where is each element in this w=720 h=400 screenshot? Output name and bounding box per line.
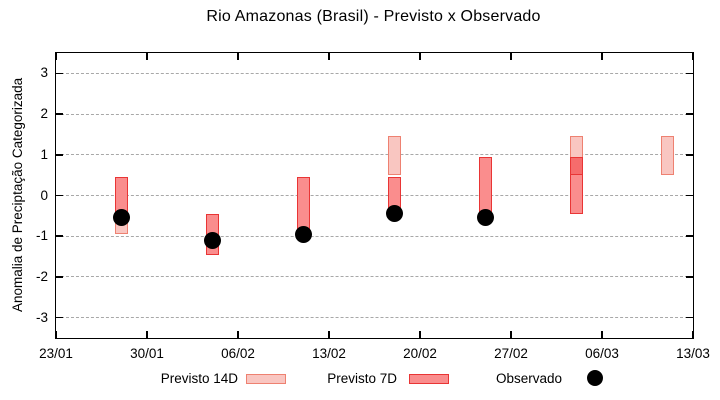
y-tick-mark (686, 276, 693, 278)
gridline (56, 154, 693, 156)
y-tick-mark (686, 316, 693, 319)
y-tick-label: 1 (40, 146, 48, 162)
y-tick-label: -1 (35, 228, 48, 244)
x-tick-mark (419, 331, 421, 338)
y-tick-mark (686, 154, 693, 156)
y-tick-mark (686, 194, 693, 197)
y-tick-mark (56, 316, 63, 319)
plot-area: 3 2 1 0 -1 -2 -3 23/01 30/01 06/02 13/02 20/02 27/02… (36, 52, 710, 361)
y-tick-label: -3 (35, 309, 48, 325)
x-tick-mark (692, 331, 694, 338)
previsto-overlap-segment (569, 156, 583, 176)
y-tick-mark (686, 113, 693, 115)
x-tick-mark (510, 53, 512, 60)
y-tick-mark (686, 235, 693, 237)
y-tick-mark (56, 154, 63, 156)
observado-dot (294, 225, 312, 243)
legend-swatch-previsto-7d-icon (409, 374, 449, 384)
legend-label-previsto-14d: Previsto 14D (160, 371, 238, 386)
x-tick-mark (237, 331, 239, 338)
x-tick-mark (55, 331, 57, 338)
x-tick-label: 23/01 (39, 346, 73, 361)
x-tick-label: 06/03 (585, 346, 619, 361)
x-tick-mark (692, 53, 694, 60)
legend-label-observado: Observado (495, 371, 562, 386)
observado-dot (112, 209, 130, 227)
y-tick-label: 3 (40, 65, 48, 81)
y-tick-mark (56, 276, 63, 278)
previsto-7d-bar (478, 156, 492, 214)
legend-label-previsto-7d: Previsto 7D (327, 371, 397, 386)
gridline (56, 195, 693, 196)
observado-dot (476, 209, 494, 227)
x-tick-mark (237, 53, 239, 60)
previsto-14d-bar (660, 136, 674, 176)
x-tick-label: 20/02 (403, 346, 437, 361)
y-tick-label: -2 (35, 268, 48, 284)
gridline (56, 317, 693, 319)
previsto-7d-bar (114, 177, 128, 214)
y-tick-mark (56, 194, 63, 197)
y-tick-label: 0 (40, 187, 48, 203)
y-tick-mark (56, 72, 63, 75)
x-tick-mark (328, 331, 330, 338)
x-tick-label: 30/01 (130, 346, 164, 361)
observado-dot (385, 205, 403, 223)
gridline (56, 276, 693, 278)
legend-swatch-previsto-14d-icon (246, 374, 286, 384)
x-tick-mark (146, 331, 148, 338)
x-tick-mark (601, 53, 603, 60)
x-tick-label: 13/03 (676, 346, 710, 361)
x-tick-mark (601, 331, 603, 338)
x-tick-mark (55, 53, 57, 60)
legend-observado-dot-icon (587, 370, 603, 386)
gridline (56, 113, 693, 115)
x-tick-label: 06/02 (221, 346, 255, 361)
x-tick-mark (146, 53, 148, 60)
x-tick-mark (328, 53, 330, 60)
x-tick-mark (510, 331, 512, 338)
observado-dot (203, 231, 221, 249)
gridline (56, 72, 693, 74)
y-tick-mark (56, 113, 63, 115)
x-tick-label: 27/02 (494, 346, 528, 361)
chart-title: Rio Amazonas (Brasil) - Previsto x Obser… (206, 8, 541, 25)
y-tick-mark (56, 235, 63, 237)
gridline (56, 235, 693, 237)
previsto-14d-bar (387, 136, 401, 176)
x-tick-label: 13/02 (312, 346, 346, 361)
y-tick-mark (686, 72, 693, 75)
y-tick-label: 2 (40, 106, 48, 122)
x-tick-mark (419, 53, 421, 60)
